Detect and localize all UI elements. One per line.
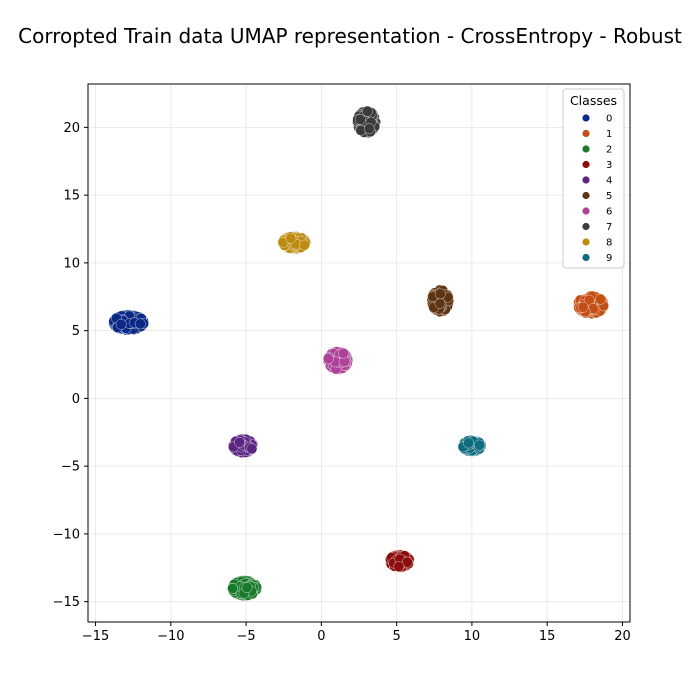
x-tick-label: 20 bbox=[614, 629, 631, 644]
cluster-class-2 bbox=[227, 575, 262, 601]
x-tick-label: −10 bbox=[157, 629, 184, 644]
legend-marker-class-1 bbox=[582, 129, 590, 138]
data-point-class-3 bbox=[393, 561, 405, 573]
legend-label-class-6: 6 bbox=[606, 207, 612, 218]
data-point-class-6 bbox=[338, 347, 349, 359]
y-tick-label: 15 bbox=[63, 189, 80, 204]
data-point-class-8 bbox=[285, 232, 297, 244]
y-tick-label: −5 bbox=[61, 460, 80, 475]
scatter-points bbox=[108, 105, 609, 601]
y-tick-label: −15 bbox=[53, 595, 80, 610]
axes-frame bbox=[87, 83, 631, 623]
cluster-class-8 bbox=[277, 231, 311, 255]
legend-label-class-8: 8 bbox=[606, 238, 612, 249]
legend-label-class-0: 0 bbox=[606, 114, 612, 125]
legend-marker-class-2 bbox=[582, 145, 590, 153]
y-tick-label: 0 bbox=[72, 392, 80, 407]
data-point-class-2 bbox=[227, 582, 239, 594]
x-tick-label: −15 bbox=[82, 629, 109, 644]
cluster-class-0 bbox=[108, 309, 149, 336]
legend-marker-class-0 bbox=[582, 114, 590, 122]
data-point-class-9 bbox=[463, 437, 474, 449]
y-tick-label: 5 bbox=[72, 324, 80, 339]
legend-label-class-9: 9 bbox=[606, 253, 612, 264]
data-point-class-4 bbox=[246, 443, 258, 455]
cluster-class-5 bbox=[426, 284, 454, 318]
legend-marker-class-9 bbox=[582, 253, 590, 262]
x-tick-label: 15 bbox=[539, 629, 556, 644]
legend-label-class-7: 7 bbox=[606, 222, 612, 233]
data-point-class-0 bbox=[134, 318, 146, 330]
legend-marker-class-4 bbox=[582, 176, 590, 184]
x-tick-label: 10 bbox=[464, 629, 481, 644]
data-point-class-5 bbox=[434, 288, 446, 300]
data-point-class-7 bbox=[363, 123, 375, 135]
y-tick-label: 10 bbox=[63, 256, 80, 271]
data-point-class-2 bbox=[241, 582, 253, 594]
legend-label-class-1: 1 bbox=[606, 129, 612, 140]
data-point-class-7 bbox=[362, 105, 373, 117]
legend-box bbox=[562, 88, 625, 269]
legend-label-class-3: 3 bbox=[606, 160, 612, 171]
x-tick-label: −5 bbox=[236, 629, 255, 644]
y-tick-label: 20 bbox=[63, 121, 80, 136]
cluster-class-3 bbox=[385, 549, 415, 573]
data-point-class-9 bbox=[474, 439, 485, 451]
legend: Classes 0 1 2 3 4 5 6 7 8 9 bbox=[562, 88, 625, 269]
legend-marker-class-7 bbox=[582, 222, 590, 231]
x-tick-label: 0 bbox=[317, 629, 325, 644]
cluster-class-6 bbox=[322, 346, 354, 375]
y-tick-label: −10 bbox=[53, 527, 80, 542]
legend-label-class-4: 4 bbox=[606, 176, 612, 187]
data-point-class-1 bbox=[577, 301, 589, 313]
chart-title: Corropted Train data UMAP representation… bbox=[18, 24, 682, 48]
data-point-class-1 bbox=[595, 293, 606, 305]
grid bbox=[88, 84, 630, 622]
data-point-class-3 bbox=[401, 556, 413, 568]
legend-label-class-2: 2 bbox=[606, 145, 612, 156]
data-point-class-7 bbox=[354, 113, 366, 125]
legend-marker-class-8 bbox=[582, 238, 590, 246]
legend-title: Classes bbox=[570, 93, 617, 108]
cluster-class-9 bbox=[457, 435, 487, 457]
legend-marker-class-3 bbox=[582, 160, 590, 169]
legend-marker-class-5 bbox=[582, 191, 590, 200]
data-point-class-4 bbox=[234, 436, 245, 448]
legend-label-class-5: 5 bbox=[606, 191, 612, 202]
cluster-class-7 bbox=[352, 105, 381, 139]
x-tick-label: 5 bbox=[392, 629, 400, 644]
legend-marker-class-6 bbox=[582, 207, 590, 215]
cluster-class-4 bbox=[227, 433, 259, 458]
data-point-class-0 bbox=[115, 318, 127, 330]
data-point-class-6 bbox=[322, 353, 334, 365]
data-point-class-8 bbox=[298, 239, 310, 251]
cluster-class-1 bbox=[572, 290, 609, 320]
